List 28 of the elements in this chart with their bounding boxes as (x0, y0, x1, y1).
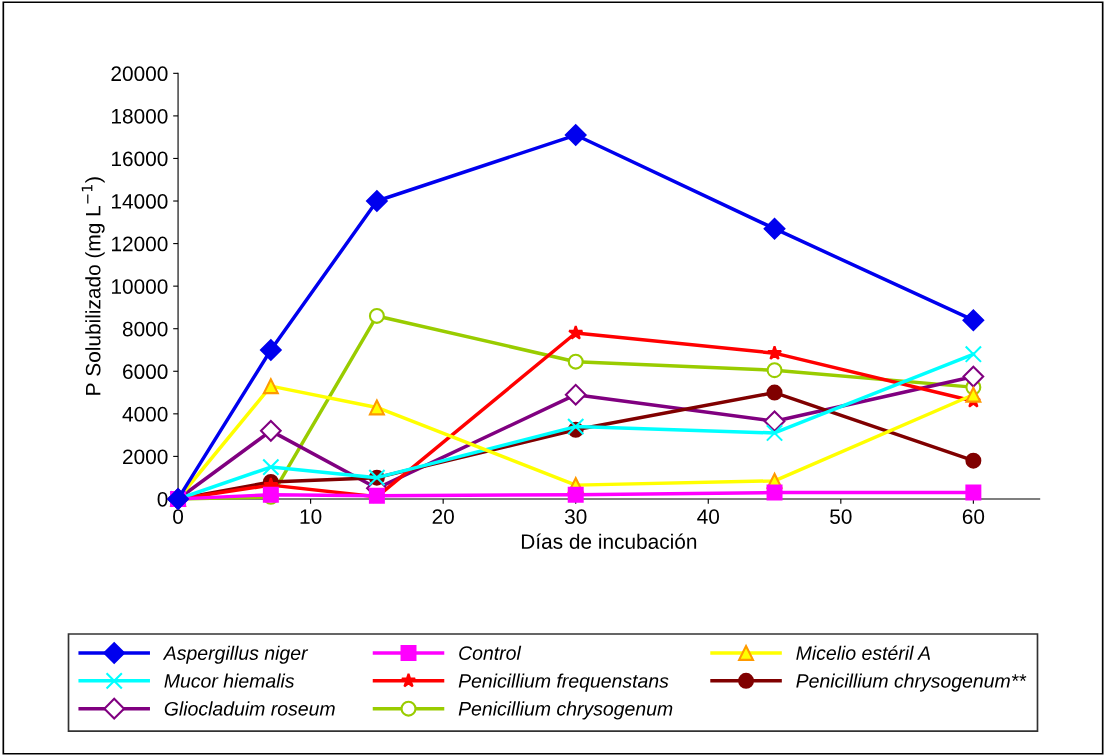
y-tick-label: 6000 (123, 364, 168, 380)
y-tick-label: 16000 (112, 151, 168, 167)
y-tick-label: 0 (157, 491, 168, 507)
legend-label: Penicillium frequenstans (458, 673, 669, 692)
y-tick-label: 8000 (122, 321, 168, 337)
legend-label: Aspergillus niger (162, 645, 309, 664)
y-tick-label: 2000 (123, 449, 168, 465)
y-tick-label: 14000 (112, 194, 168, 209)
x-tick-label: 40 (697, 509, 720, 524)
x-tick-label: 10 (300, 509, 322, 524)
x-tick-label: 60 (962, 509, 985, 524)
x-axis-title: Días de incubación (521, 533, 697, 549)
x-tick-label: 20 (432, 509, 454, 524)
legend-label: Penicillium chrysogenum** (796, 673, 1027, 692)
legend-label: Penicillium chrysogenum (458, 701, 673, 720)
legend-label: Mucor hiemalis (164, 673, 295, 688)
x-tick-label: 0 (173, 509, 184, 524)
y-tick-label: 4000 (122, 406, 168, 422)
legend-label: Gliocladuim roseum (164, 701, 335, 716)
y-axis-title: P Solubilizado (mg L$^{−1}$) (81, 177, 105, 395)
y-tick-label: 20000 (111, 66, 168, 82)
y-tick-label: 10000 (112, 279, 168, 294)
legend-label: Control (459, 645, 522, 660)
x-tick-label: 30 (564, 509, 587, 524)
legend-label: Micelio estéril A (796, 645, 931, 660)
x-tick-label: 50 (830, 509, 852, 524)
y-tick-label: 18000 (112, 108, 168, 124)
y-tick-label: 12000 (112, 236, 168, 252)
